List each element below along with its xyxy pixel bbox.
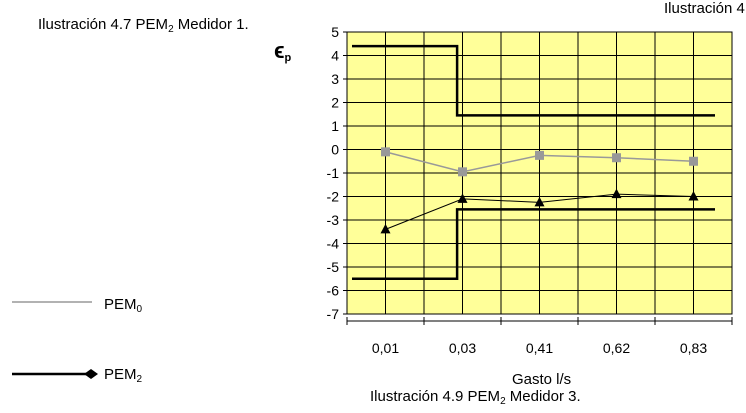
y-tick-label: 3 [331,71,339,87]
y-tick-label: -1 [327,165,340,181]
y-tick-label: 1 [331,118,339,134]
x-tick-label: 0,62 [603,340,630,356]
data-point-triangle [380,223,391,234]
y-tick-label: -5 [327,259,340,275]
data-point-triangle [457,193,468,203]
plot-area: 5 4 3 2 1 0 -1 -2 -3 -4 -5 -6 -7 0,01 0,03 0,41 0,62 0,83 [327,24,733,356]
data-point-square [689,156,698,166]
y-tick-label: -3 [327,212,340,228]
y-tick-label: -4 [327,236,340,252]
legend-marker-diamond [84,369,98,379]
y-tick-label: 5 [331,24,339,40]
data-point-triangle [688,191,699,201]
data-point-triangle [534,196,545,207]
data-point-square [535,150,544,160]
data-point-square [458,167,467,177]
y-tick-label: 4 [331,48,339,64]
y-tick-label: 2 [331,95,339,111]
legend-label-pem2: PEM2 [104,366,143,385]
data-point-square [612,153,621,163]
x-tick-label: 0,83 [680,340,707,356]
x-tick-label: 0,01 [372,340,399,356]
x-axis-label: Gasto l/s [512,371,572,388]
y-tick-label: -6 [327,283,340,299]
y-tick-label: -7 [327,306,340,322]
data-point-square [381,147,390,157]
y-tick-label: -2 [327,189,340,205]
caption-right: Ilustración 4 [664,0,745,17]
x-tick-label: 0,03 [449,340,476,356]
upper-limit-line [352,44,715,117]
y-tick-label: 0 [331,142,339,158]
caption-top: Ilustración 4.7 PEM2 Medidor 1. [38,16,249,35]
caption-bottom: Ilustración 4.9 PEM2 Medidor 3. [370,388,581,407]
lower-limit-line [352,208,715,280]
y-axis-label: ϵp [274,38,292,64]
x-tick-label: 0,41 [526,340,553,356]
plot-border [346,31,733,315]
data-point-triangle [611,188,622,199]
legend-label-pem0: PEM0 [104,296,143,315]
